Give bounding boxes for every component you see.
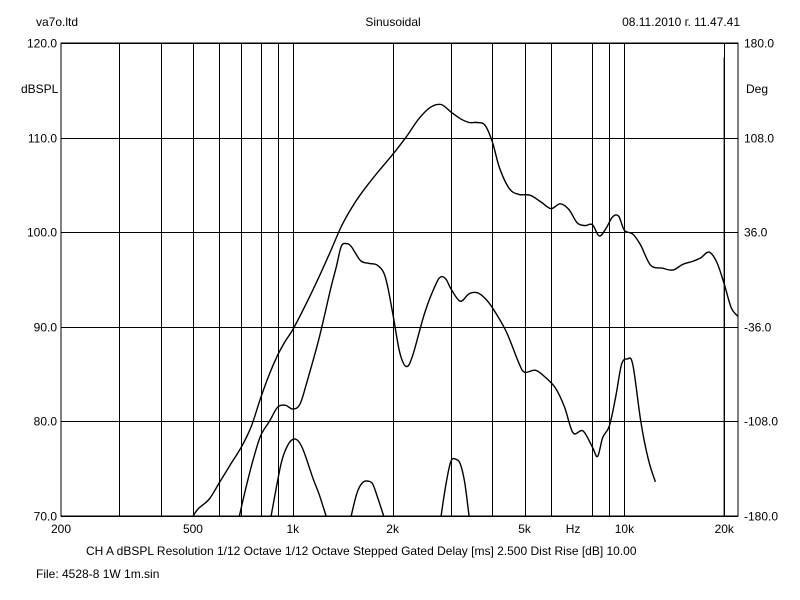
x-tick-label: 2k [386,522,400,536]
response-curve-5 [440,457,470,517]
x-tick-label: 200 [51,522,71,536]
y-tick-label: 120.0 [27,37,57,51]
header-left-text: va7o.ltd [36,15,78,29]
response-curve-1 [192,103,739,517]
header-timestamp: 08.11.2010 г. 11.47.41 [622,15,740,29]
measurement-settings-text: CH A dBSPL Resolution 1/12 Octave 1/12 O… [86,544,637,558]
x-tick-label: 1k [286,522,300,536]
y2-tick-label: 36.0 [744,226,768,240]
y2-tick-label: 108.0 [744,132,774,146]
y2-tick-label: -36.0 [744,321,772,335]
y-tick-label: 110.0 [28,132,57,146]
y-tick-label: 70.0 [34,510,58,524]
y2-tick-label: -108.0 [744,415,778,429]
response-curve-3 [270,438,327,517]
x-tick-label: 500 [183,522,203,536]
y2-tick-label: -180.0 [744,510,778,524]
x-tick-label: 20k [715,522,735,536]
grid [61,43,738,517]
response-curve-2 [238,242,657,517]
x-tick-label: 5k [518,522,532,536]
file-name-text: File: 4528-8 1W 1m.sin [36,567,159,581]
curves [192,57,739,517]
y-axis-label: dBSPL [21,82,59,96]
response-curve-4 [350,480,385,517]
y-tick-label: 80.0 [34,415,58,429]
x-tick-label: Hz [566,522,581,536]
tick-labels: 70.0 -180.0 80.0 -108.0 90.0 -36.0 100.0 36.0 11… [27,37,778,537]
y-tick-label: 100.0 [27,226,57,240]
chart-mode-title: Sinusoidal [365,15,420,29]
y2-tick-label: 180.0 [744,37,774,51]
plot-area-border [60,42,739,517]
y2-axis-label: Deg [746,82,768,96]
y-tick-label: 90.0 [34,321,58,335]
x-tick-label: 10k [615,522,635,536]
